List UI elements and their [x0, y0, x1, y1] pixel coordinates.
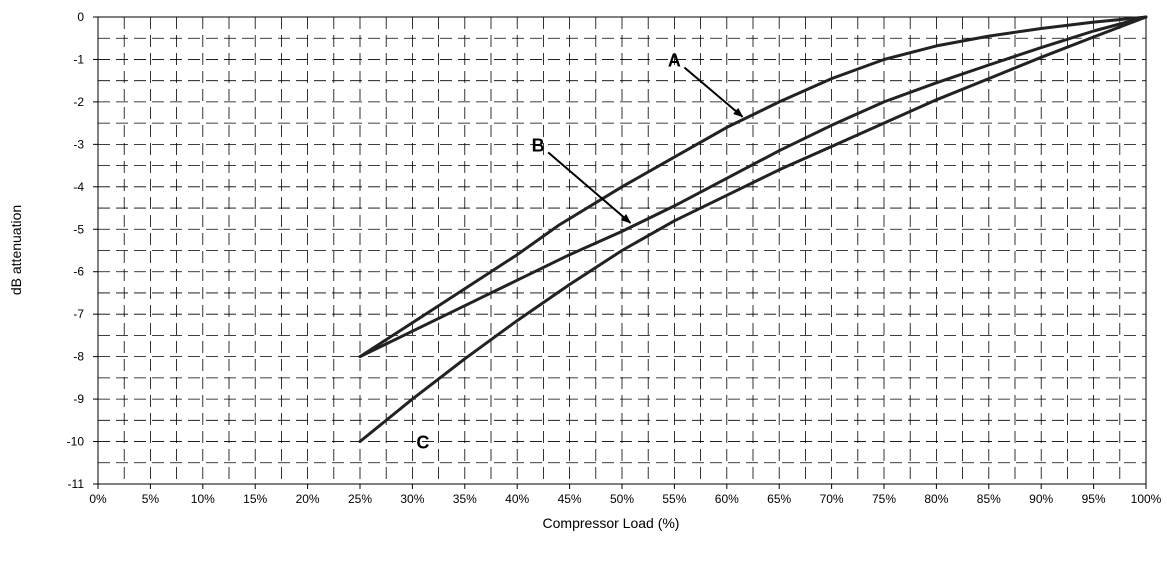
y-tick-label: -5 [73, 222, 84, 236]
y-tick-label: -3 [73, 137, 84, 151]
x-tick-label: 70% [820, 492, 844, 506]
callout-label-c: C [416, 433, 429, 453]
y-tick-labels: 0 -1 -2 -3 -4 -5 -6 -7 -8 -9 -10 -11 [67, 10, 85, 491]
series-line-a [358, 15, 1148, 359]
x-tick-label: 90% [1029, 492, 1053, 506]
y-tick-label: -10 [67, 435, 85, 449]
x-tick-label: 80% [924, 492, 948, 506]
x-tick-labels: 0% 5% 10% 15% 20% 25% 30% 35% 40% 45% 50% 55% 60% 65%… [89, 492, 1161, 506]
x-axis-label: Compressor Load (%) [543, 515, 680, 531]
x-tick-label: 65% [767, 492, 791, 506]
annotations: A B C [416, 50, 744, 453]
x-tick-label: 40% [505, 492, 529, 506]
y-tick-label: -11 [68, 477, 85, 491]
y-tick-label: 0 [77, 10, 84, 24]
x-tick-label: 0% [89, 492, 107, 506]
y-tick-label: -9 [73, 392, 84, 406]
series-lines [358, 15, 1148, 443]
axes [93, 16, 1147, 489]
y-tick-label: -8 [73, 350, 84, 364]
x-tick-label: 50% [610, 492, 634, 506]
x-tick-label: 75% [872, 492, 896, 506]
x-tick-label: 5% [142, 492, 160, 506]
y-tick-label: -4 [73, 180, 84, 194]
x-tick-label: 10% [191, 492, 215, 506]
callout-label-a: A [668, 50, 681, 70]
x-tick-label: 15% [243, 492, 267, 506]
x-tick-label: 85% [977, 492, 1001, 506]
y-tick-label: -6 [73, 265, 84, 279]
x-tick-label: 30% [400, 492, 424, 506]
y-tick-label: -7 [73, 307, 84, 321]
x-tick-label: 25% [348, 492, 372, 506]
y-tick-label: -2 [73, 95, 84, 109]
x-tick-label: 100% [1131, 492, 1162, 506]
x-tick-label: 35% [453, 492, 477, 506]
grid-lines [98, 17, 1146, 484]
y-axis-label: dB attenuation [8, 205, 24, 295]
callout-label-b: B [532, 135, 545, 155]
series-line-b [358, 15, 1148, 359]
x-tick-label: 55% [662, 492, 686, 506]
series-line-c [358, 15, 1148, 443]
callout-arrow-b [547, 151, 632, 224]
x-tick-label: 95% [1082, 492, 1106, 506]
x-tick-label: 60% [715, 492, 739, 506]
y-tick-label: -1 [73, 52, 84, 66]
x-tick-label: 45% [558, 492, 582, 506]
callout-arrow-a [683, 66, 744, 118]
x-tick-label: 20% [296, 492, 320, 506]
